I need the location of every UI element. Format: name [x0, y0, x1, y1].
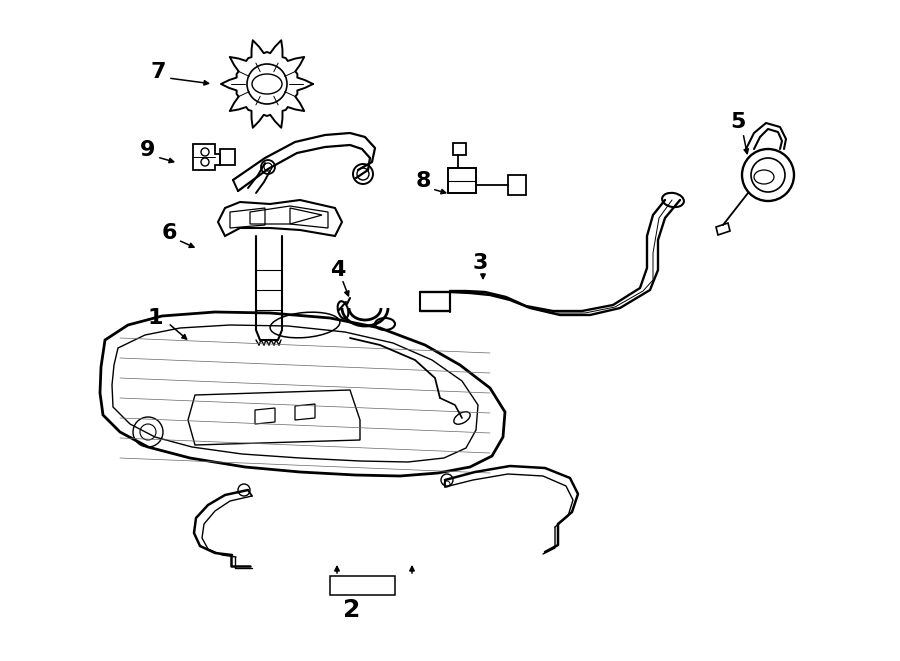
Text: 8: 8: [416, 171, 431, 191]
Text: 7: 7: [150, 62, 166, 82]
Text: 1: 1: [147, 308, 163, 328]
Text: 9: 9: [140, 140, 156, 160]
Text: 4: 4: [330, 260, 346, 280]
Text: 5: 5: [730, 112, 745, 132]
Text: 3: 3: [473, 253, 489, 273]
Text: 6: 6: [162, 223, 177, 243]
Text: 2: 2: [343, 598, 361, 622]
